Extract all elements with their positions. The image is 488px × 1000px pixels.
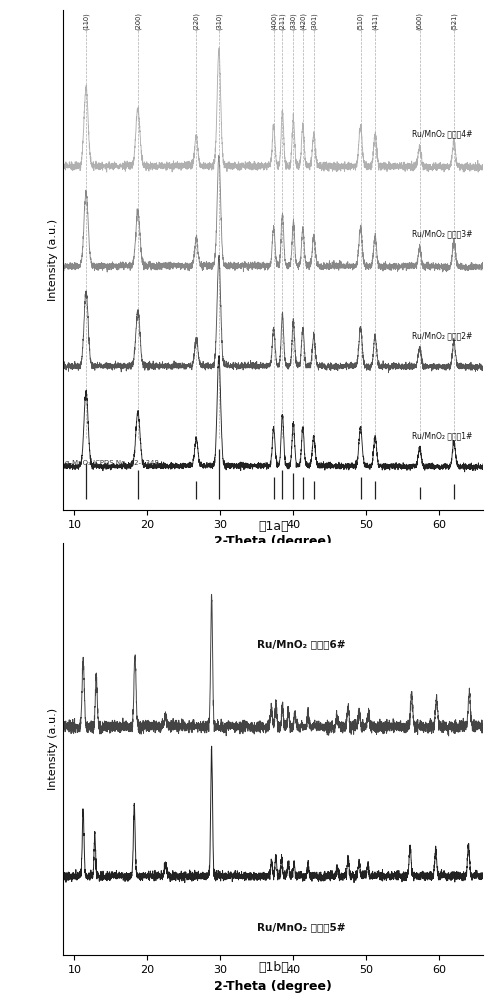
Text: (411): (411) bbox=[372, 12, 378, 30]
Text: (420): (420) bbox=[300, 12, 306, 30]
Y-axis label: Intensity (a.u.): Intensity (a.u.) bbox=[48, 219, 58, 301]
Text: Ru/MnO₂ 实施例2#: Ru/MnO₂ 实施例2# bbox=[412, 331, 472, 340]
Y-axis label: Intensity (a.u.): Intensity (a.u.) bbox=[48, 708, 58, 790]
Text: Ru/MnO₂ 实施例4#: Ru/MnO₂ 实施例4# bbox=[412, 130, 472, 139]
Text: Ru/MnO₂ 实施例5#: Ru/MnO₂ 实施例5# bbox=[257, 922, 346, 932]
Text: (211): (211) bbox=[279, 12, 285, 30]
Text: (301): (301) bbox=[310, 12, 317, 30]
Text: （1b）: （1b） bbox=[258, 961, 289, 974]
Text: (400): (400) bbox=[270, 12, 277, 30]
Text: (600): (600) bbox=[416, 12, 423, 30]
Text: Ru/MnO₂ 实施例1#: Ru/MnO₂ 实施例1# bbox=[412, 431, 472, 440]
Text: α-MnO₂ JCPDS No. 42-1348: α-MnO₂ JCPDS No. 42-1348 bbox=[65, 460, 159, 466]
Text: (200): (200) bbox=[135, 12, 141, 30]
X-axis label: 2-Theta (degree): 2-Theta (degree) bbox=[214, 535, 332, 548]
Text: (510): (510) bbox=[357, 12, 364, 30]
Text: （1a）: （1a） bbox=[258, 520, 288, 533]
Text: Ru/MnO₂ 实施例3#: Ru/MnO₂ 实施例3# bbox=[412, 230, 472, 239]
Text: Ru/MnO₂ 实施例6#: Ru/MnO₂ 实施例6# bbox=[257, 639, 346, 649]
Text: (220): (220) bbox=[193, 12, 200, 30]
Text: (310): (310) bbox=[216, 12, 222, 30]
Text: (330): (330) bbox=[290, 12, 297, 30]
Text: (110): (110) bbox=[83, 12, 89, 30]
X-axis label: 2-Theta (degree): 2-Theta (degree) bbox=[214, 980, 332, 993]
Text: (521): (521) bbox=[451, 12, 457, 30]
